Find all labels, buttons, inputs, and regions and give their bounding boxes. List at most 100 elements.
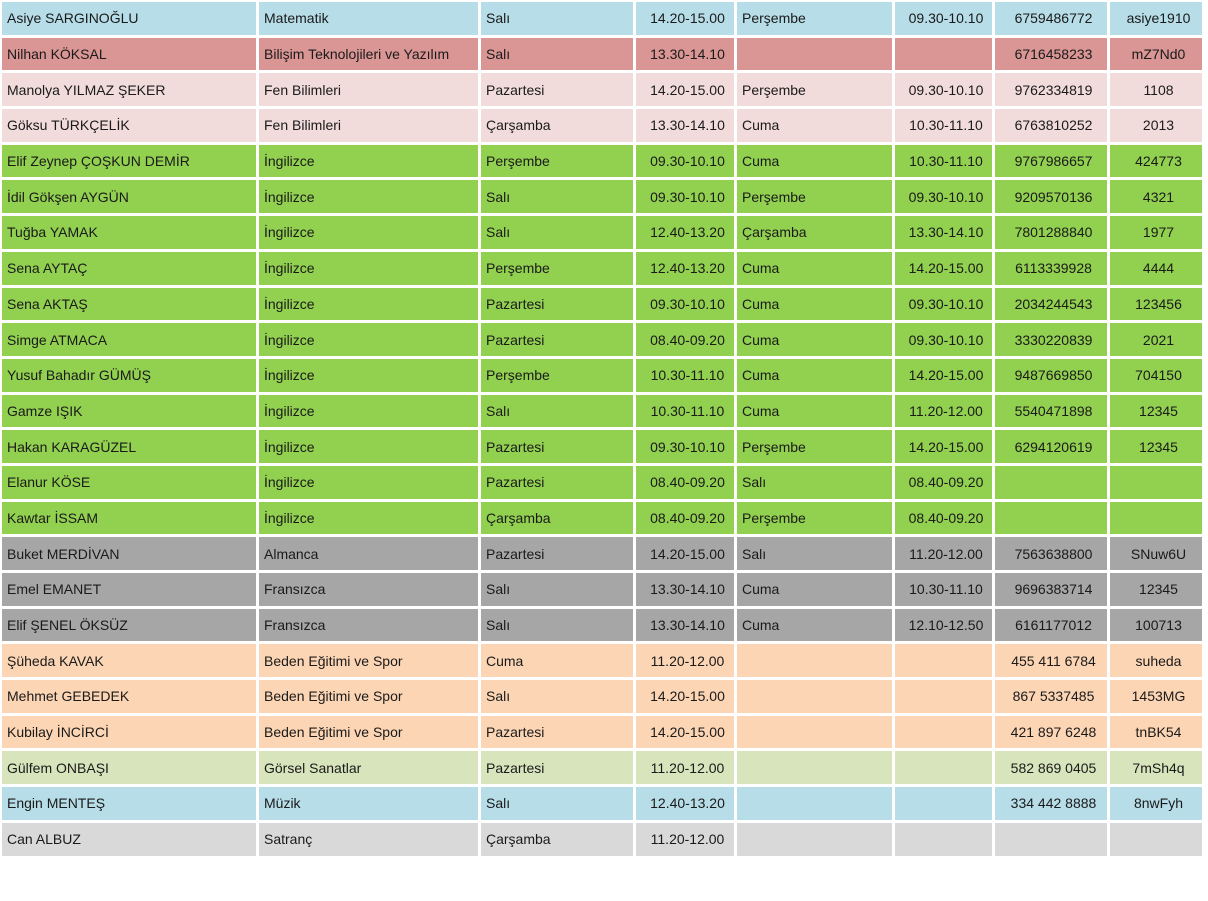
meeting-id-cell[interactable]: 6763810252 bbox=[995, 109, 1107, 142]
subject-cell[interactable]: Beden Eğitimi ve Spor bbox=[259, 715, 478, 749]
first-lesson-day-cell[interactable]: Salı bbox=[481, 787, 633, 820]
meeting-password-cell[interactable]: 8nwFyh bbox=[1110, 787, 1202, 820]
meeting-id-cell[interactable]: 6294120619 bbox=[995, 430, 1107, 463]
first-lesson-time-cell[interactable]: 14.20-15.00 bbox=[636, 73, 734, 107]
teacher-name-cell[interactable]: Simge ATMACA bbox=[2, 323, 256, 356]
subject-cell[interactable]: İngilizce bbox=[259, 501, 478, 535]
teacher-name-cell[interactable]: Sena AKTAŞ bbox=[2, 287, 256, 321]
subject-cell[interactable]: İngilizce bbox=[259, 358, 478, 392]
second-lesson-day-cell[interactable]: Salı bbox=[737, 537, 892, 570]
meeting-password-cell[interactable]: 424773 bbox=[1110, 144, 1202, 178]
second-lesson-time-cell[interactable]: 09.30-10.10 bbox=[895, 287, 992, 321]
second-lesson-day-cell[interactable] bbox=[737, 822, 892, 856]
second-lesson-time-cell[interactable]: 14.20-15.00 bbox=[895, 430, 992, 463]
meeting-password-cell[interactable]: 704150 bbox=[1110, 358, 1202, 392]
teacher-name-cell[interactable]: Gamze IŞIK bbox=[2, 394, 256, 428]
first-lesson-day-cell[interactable]: Pazartesi bbox=[481, 430, 633, 463]
meeting-id-cell[interactable]: 6161177012 bbox=[995, 608, 1107, 642]
second-lesson-day-cell[interactable]: Perşembe bbox=[737, 501, 892, 535]
teacher-name-cell[interactable]: Manolya YILMAZ ŞEKER bbox=[2, 73, 256, 107]
second-lesson-day-cell[interactable]: Perşembe bbox=[737, 73, 892, 107]
second-lesson-day-cell[interactable]: Perşembe bbox=[737, 2, 892, 35]
first-lesson-time-cell[interactable]: 10.30-11.10 bbox=[636, 394, 734, 428]
meeting-id-cell[interactable] bbox=[995, 465, 1107, 499]
first-lesson-day-cell[interactable]: Perşembe bbox=[481, 358, 633, 392]
first-lesson-day-cell[interactable]: Çarşamba bbox=[481, 501, 633, 535]
meeting-id-cell[interactable]: 9762334819 bbox=[995, 73, 1107, 107]
second-lesson-time-cell[interactable]: 14.20-15.00 bbox=[895, 358, 992, 392]
second-lesson-day-cell[interactable]: Cuma bbox=[737, 573, 892, 606]
meeting-password-cell[interactable] bbox=[1110, 465, 1202, 499]
subject-cell[interactable]: İngilizce bbox=[259, 323, 478, 356]
first-lesson-day-cell[interactable]: Pazartesi bbox=[481, 73, 633, 107]
subject-cell[interactable]: Beden Eğitimi ve Spor bbox=[259, 680, 478, 713]
first-lesson-day-cell[interactable]: Salı bbox=[481, 2, 633, 35]
first-lesson-time-cell[interactable]: 11.20-12.00 bbox=[636, 751, 734, 785]
subject-cell[interactable]: Görsel Sanatlar bbox=[259, 751, 478, 785]
second-lesson-day-cell[interactable]: Perşembe bbox=[737, 180, 892, 214]
first-lesson-day-cell[interactable]: Salı bbox=[481, 680, 633, 713]
subject-cell[interactable]: İngilizce bbox=[259, 430, 478, 463]
first-lesson-time-cell[interactable]: 14.20-15.00 bbox=[636, 680, 734, 713]
first-lesson-time-cell[interactable]: 13.30-14.10 bbox=[636, 573, 734, 606]
first-lesson-day-cell[interactable]: Çarşamba bbox=[481, 822, 633, 856]
second-lesson-day-cell[interactable] bbox=[737, 751, 892, 785]
second-lesson-day-cell[interactable]: Cuma bbox=[737, 144, 892, 178]
second-lesson-day-cell[interactable]: Cuma bbox=[737, 323, 892, 356]
meeting-password-cell[interactable]: 1453MG bbox=[1110, 680, 1202, 713]
first-lesson-day-cell[interactable]: Salı bbox=[481, 37, 633, 71]
second-lesson-day-cell[interactable] bbox=[737, 680, 892, 713]
teacher-name-cell[interactable]: Kawtar İSSAM bbox=[2, 501, 256, 535]
subject-cell[interactable]: Matematik bbox=[259, 2, 478, 35]
meeting-password-cell[interactable]: 4321 bbox=[1110, 180, 1202, 214]
first-lesson-time-cell[interactable]: 14.20-15.00 bbox=[636, 537, 734, 570]
first-lesson-day-cell[interactable]: Pazartesi bbox=[481, 537, 633, 570]
second-lesson-day-cell[interactable]: Cuma bbox=[737, 608, 892, 642]
subject-cell[interactable]: İngilizce bbox=[259, 465, 478, 499]
meeting-id-cell[interactable]: 9487669850 bbox=[995, 358, 1107, 392]
meeting-password-cell[interactable]: SNuw6U bbox=[1110, 537, 1202, 570]
first-lesson-time-cell[interactable]: 09.30-10.10 bbox=[636, 144, 734, 178]
first-lesson-day-cell[interactable]: Salı bbox=[481, 573, 633, 606]
meeting-id-cell[interactable]: 334 442 8888 bbox=[995, 787, 1107, 820]
second-lesson-time-cell[interactable]: 11.20-12.00 bbox=[895, 537, 992, 570]
meeting-password-cell[interactable]: 4444 bbox=[1110, 251, 1202, 285]
second-lesson-day-cell[interactable]: Cuma bbox=[737, 109, 892, 142]
meeting-password-cell[interactable]: 12345 bbox=[1110, 430, 1202, 463]
teacher-name-cell[interactable]: Asiye SARGINOĞLU bbox=[2, 2, 256, 35]
second-lesson-time-cell[interactable]: 13.30-14.10 bbox=[895, 216, 992, 249]
meeting-password-cell[interactable]: 7mSh4q bbox=[1110, 751, 1202, 785]
second-lesson-day-cell[interactable]: Salı bbox=[737, 465, 892, 499]
meeting-id-cell[interactable]: 421 897 6248 bbox=[995, 715, 1107, 749]
second-lesson-time-cell[interactable] bbox=[895, 715, 992, 749]
first-lesson-day-cell[interactable]: Perşembe bbox=[481, 144, 633, 178]
subject-cell[interactable]: Almanca bbox=[259, 537, 478, 570]
second-lesson-day-cell[interactable]: Cuma bbox=[737, 287, 892, 321]
meeting-id-cell[interactable]: 867 5337485 bbox=[995, 680, 1107, 713]
subject-cell[interactable]: Beden Eğitimi ve Spor bbox=[259, 644, 478, 678]
teacher-name-cell[interactable]: Nilhan KÖKSAL bbox=[2, 37, 256, 71]
second-lesson-time-cell[interactable]: 14.20-15.00 bbox=[895, 251, 992, 285]
meeting-id-cell[interactable]: 582 869 0405 bbox=[995, 751, 1107, 785]
subject-cell[interactable]: Fransızca bbox=[259, 573, 478, 606]
teacher-name-cell[interactable]: Yusuf Bahadır GÜMÜŞ bbox=[2, 358, 256, 392]
second-lesson-time-cell[interactable]: 09.30-10.10 bbox=[895, 2, 992, 35]
first-lesson-time-cell[interactable]: 13.30-14.10 bbox=[636, 37, 734, 71]
second-lesson-time-cell[interactable]: 09.30-10.10 bbox=[895, 73, 992, 107]
teacher-name-cell[interactable]: Sena AYTAÇ bbox=[2, 251, 256, 285]
first-lesson-time-cell[interactable]: 11.20-12.00 bbox=[636, 644, 734, 678]
meeting-password-cell[interactable]: mZ7Nd0 bbox=[1110, 37, 1202, 71]
first-lesson-day-cell[interactable]: Pazartesi bbox=[481, 465, 633, 499]
meeting-password-cell[interactable]: 123456 bbox=[1110, 287, 1202, 321]
teacher-name-cell[interactable]: Engin MENTEŞ bbox=[2, 787, 256, 820]
meeting-id-cell[interactable]: 7801288840 bbox=[995, 216, 1107, 249]
teacher-name-cell[interactable]: İdil Gökşen AYGÜN bbox=[2, 180, 256, 214]
meeting-id-cell[interactable]: 6113339928 bbox=[995, 251, 1107, 285]
meeting-password-cell[interactable]: 1977 bbox=[1110, 216, 1202, 249]
meeting-id-cell[interactable]: 455 411 6784 bbox=[995, 644, 1107, 678]
meeting-password-cell[interactable]: suheda bbox=[1110, 644, 1202, 678]
teacher-name-cell[interactable]: Elanur KÖSE bbox=[2, 465, 256, 499]
first-lesson-time-cell[interactable]: 13.30-14.10 bbox=[636, 109, 734, 142]
first-lesson-time-cell[interactable]: 12.40-13.20 bbox=[636, 216, 734, 249]
meeting-id-cell[interactable]: 3330220839 bbox=[995, 323, 1107, 356]
